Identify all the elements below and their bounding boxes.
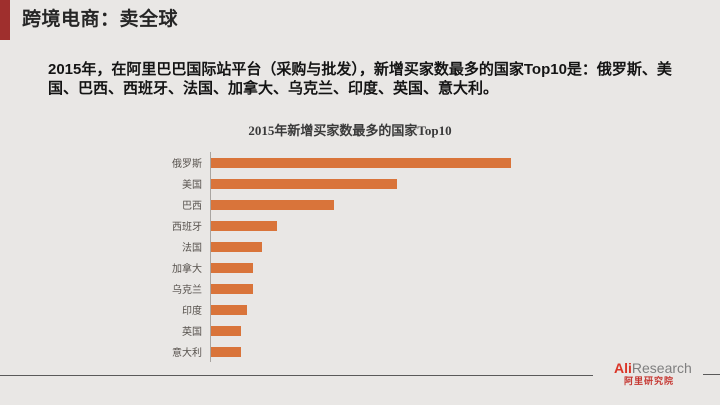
bar-track bbox=[210, 152, 560, 173]
bar-chart: 2015年新增买家数最多的国家Top10 俄罗斯美国巴西西班牙法国加拿大乌克兰印… bbox=[140, 120, 560, 362]
aliresearch-logo: AliResearch 阿里研究院 bbox=[614, 361, 692, 387]
body-paragraph: 2015年，在阿里巴巴国际站平台（采购与批发），新增买家数最多的国家Top10是… bbox=[48, 61, 672, 97]
chart-row: 印度 bbox=[140, 299, 560, 320]
logo-research-text: Research bbox=[631, 360, 692, 376]
category-label: 俄罗斯 bbox=[172, 159, 202, 170]
title-accent-bar bbox=[0, 0, 10, 40]
logo-en-text: AliResearch bbox=[614, 361, 692, 376]
category-label: 美国 bbox=[182, 180, 202, 191]
page-title: 跨境电商：卖全球 bbox=[22, 9, 179, 30]
chart-row: 俄罗斯 bbox=[140, 152, 560, 173]
bar bbox=[211, 346, 241, 357]
chart-row: 英国 bbox=[140, 320, 560, 341]
category-label: 法国 bbox=[182, 243, 202, 254]
bar bbox=[211, 178, 397, 189]
chart-row: 乌克兰 bbox=[140, 278, 560, 299]
category-label: 印度 bbox=[182, 306, 202, 317]
category-label: 西班牙 bbox=[172, 222, 202, 233]
bar bbox=[211, 325, 241, 336]
category-label: 巴西 bbox=[182, 201, 202, 212]
logo-chinese-text: 阿里研究院 bbox=[624, 376, 675, 386]
category-label: 加拿大 bbox=[172, 264, 202, 275]
bar-track bbox=[210, 341, 560, 362]
chart-rows: 俄罗斯美国巴西西班牙法国加拿大乌克兰印度英国意大利 bbox=[140, 152, 560, 362]
bar-track bbox=[210, 299, 560, 320]
bar-track bbox=[210, 278, 560, 299]
bar bbox=[211, 262, 253, 273]
chart-row: 巴西 bbox=[140, 194, 560, 215]
chart-title: 2015年新增买家数最多的国家Top10 bbox=[248, 123, 452, 138]
bar-track bbox=[210, 215, 560, 236]
footer-divider-left bbox=[0, 375, 593, 376]
bar-track bbox=[210, 236, 560, 257]
chart-row: 西班牙 bbox=[140, 215, 560, 236]
chart-row: 法国 bbox=[140, 236, 560, 257]
bar bbox=[211, 199, 334, 210]
logo-ali-text: Ali bbox=[614, 360, 632, 376]
chart-row: 加拿大 bbox=[140, 257, 560, 278]
category-label: 英国 bbox=[182, 327, 202, 338]
bar bbox=[211, 157, 511, 168]
footer-divider-right bbox=[703, 374, 720, 375]
bar bbox=[211, 241, 262, 252]
chart-row: 意大利 bbox=[140, 341, 560, 362]
bar bbox=[211, 283, 253, 294]
category-label: 意大利 bbox=[172, 348, 202, 359]
category-label: 乌克兰 bbox=[172, 285, 202, 296]
bar-track bbox=[210, 194, 560, 215]
bar bbox=[211, 304, 247, 315]
bar-track bbox=[210, 173, 560, 194]
bar-track bbox=[210, 257, 560, 278]
bar-track bbox=[210, 320, 560, 341]
chart-row: 美国 bbox=[140, 173, 560, 194]
bar bbox=[211, 220, 277, 231]
